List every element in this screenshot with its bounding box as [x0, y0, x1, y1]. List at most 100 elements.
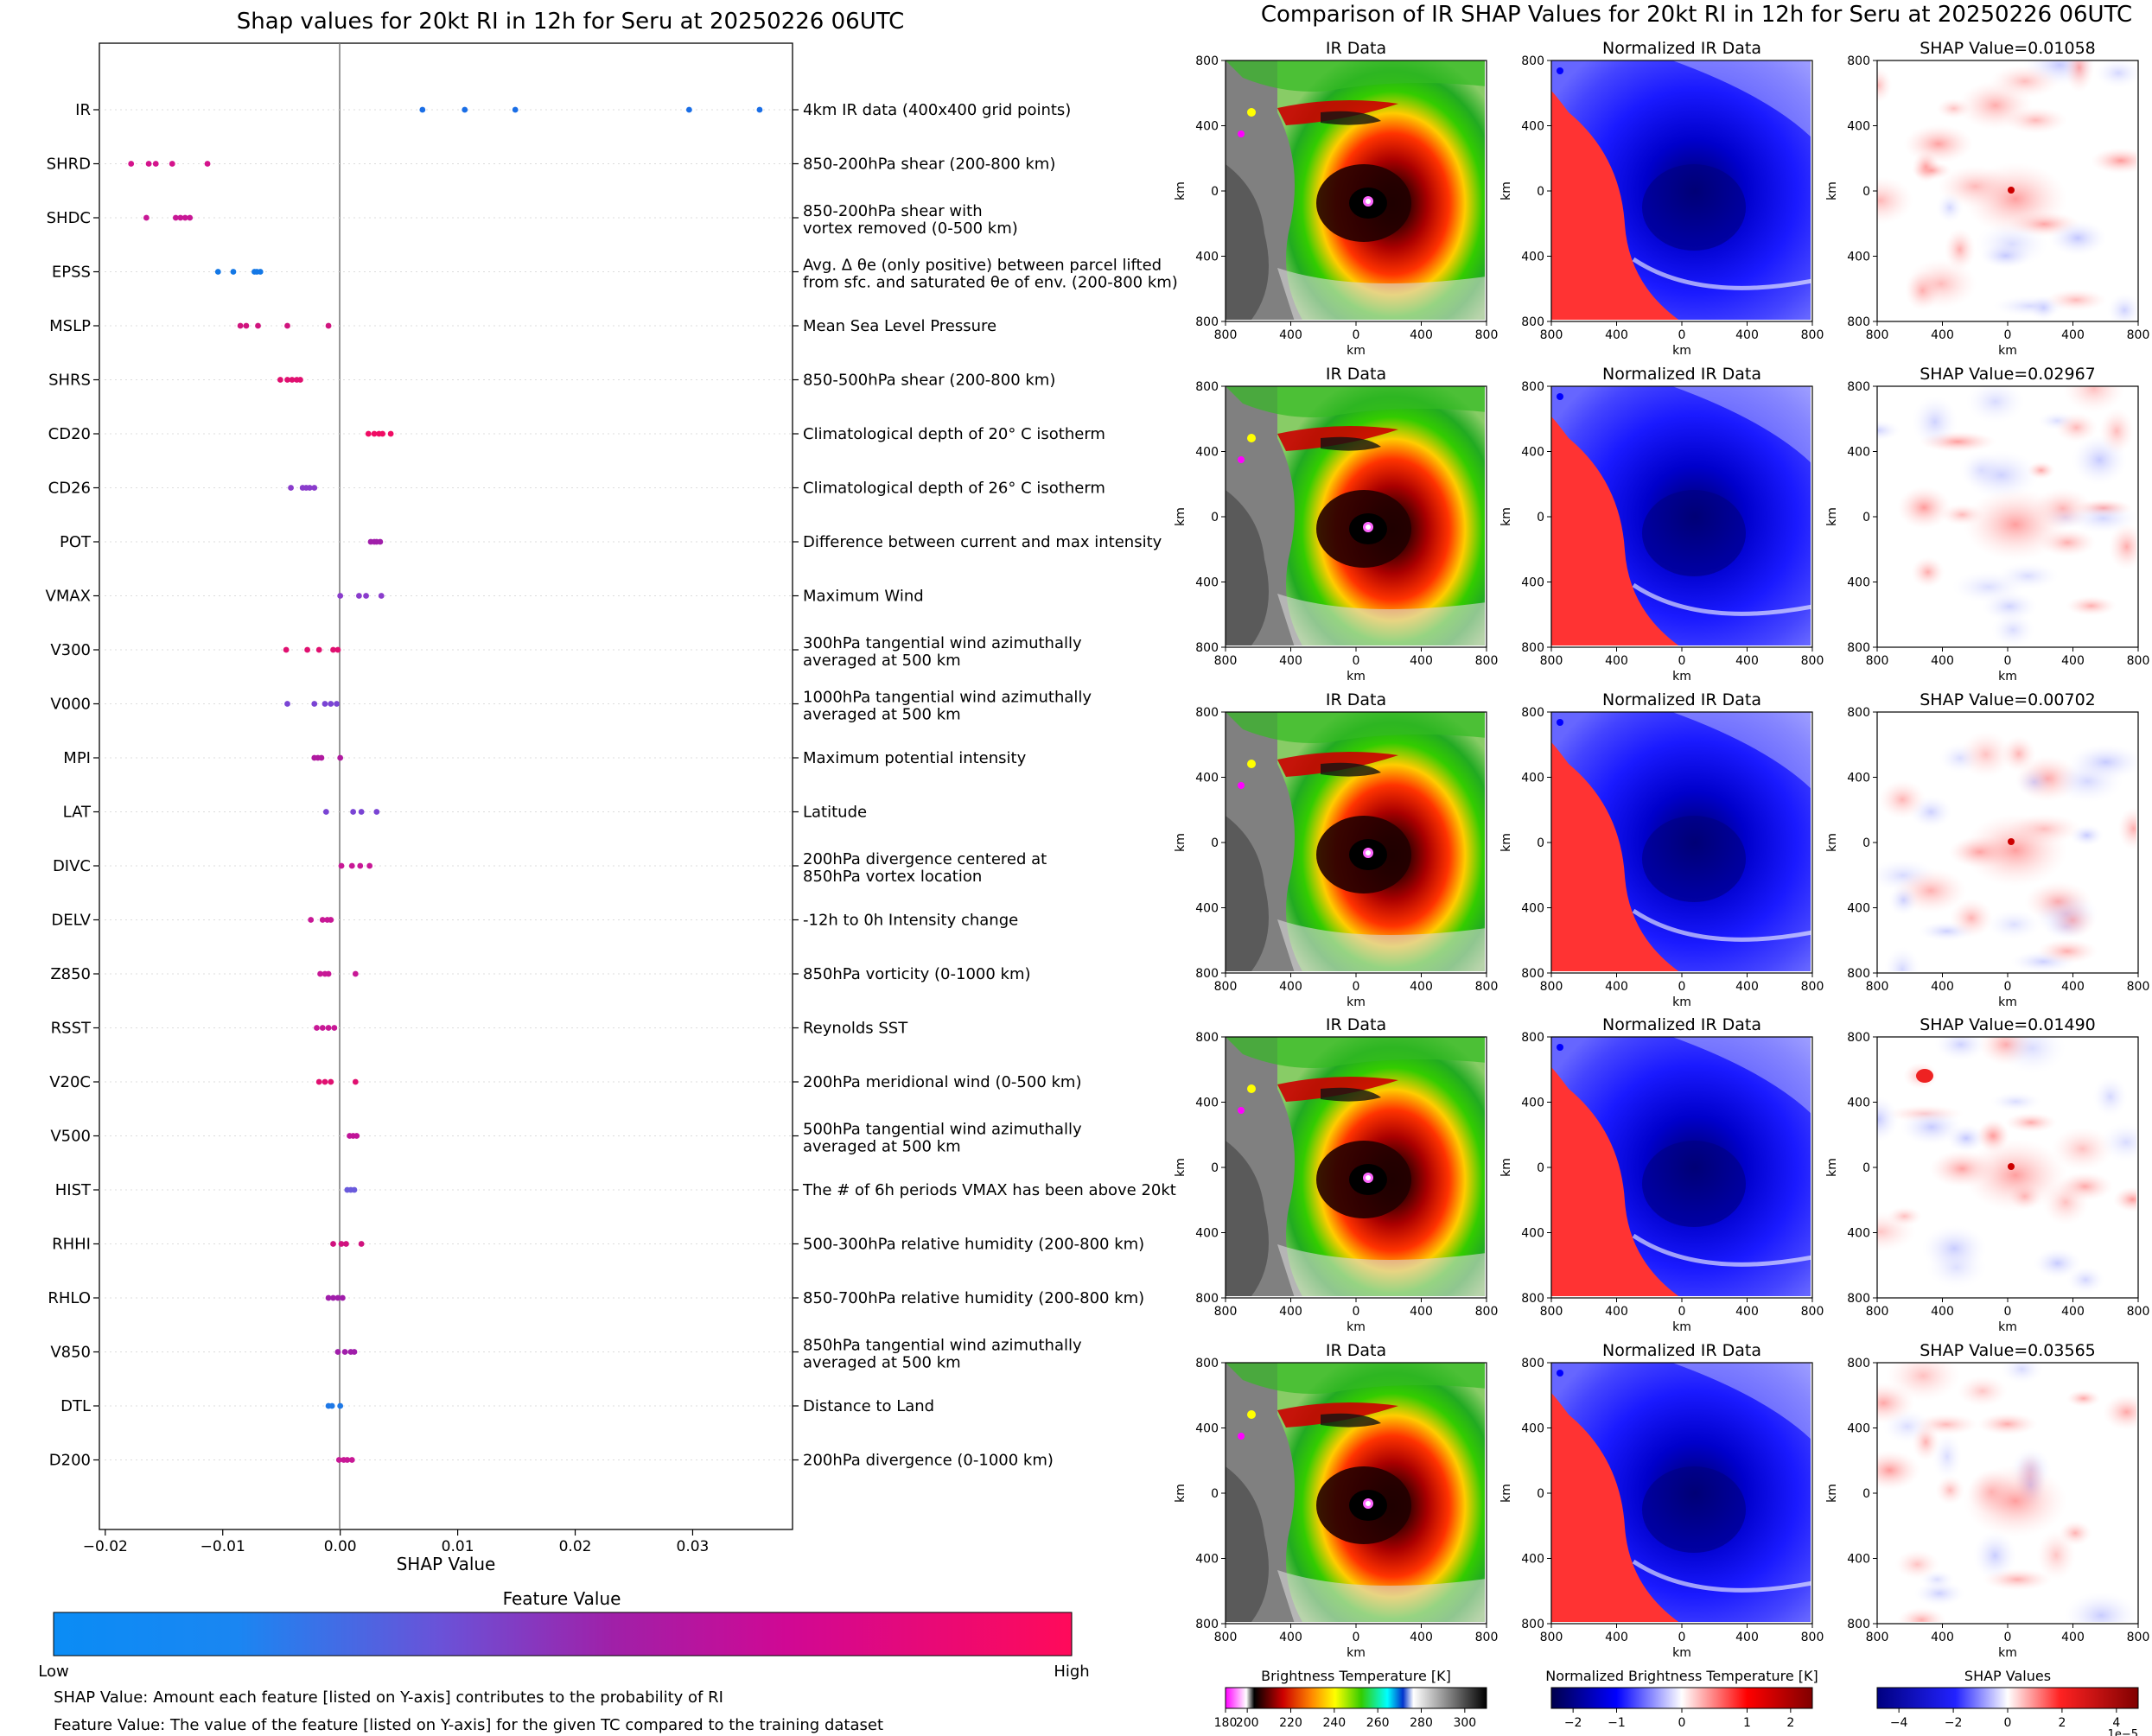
y-tick-label: 400 [1195, 772, 1219, 785]
shap-point [337, 754, 344, 761]
y-tick-label: 800 [1847, 706, 1870, 720]
x-tick-label: 800 [1475, 1305, 1499, 1319]
colorbar-tick-label: 280 [1410, 1716, 1433, 1730]
shap-point [311, 701, 318, 707]
x-tick-label: 0 [2004, 654, 2012, 668]
panel-title: Normalized IR Data [1602, 365, 1761, 384]
x-tick-label: 400 [2061, 980, 2085, 994]
colorbar-tick-label: 240 [1322, 1716, 1346, 1730]
x-axis-label: km [1672, 670, 1691, 684]
x-axis-label: km [1998, 1320, 2017, 1334]
y-tick-label: 400 [1521, 772, 1544, 785]
x-tick-label: 800 [2127, 1305, 2150, 1319]
y-tick-label: 0 [1537, 185, 1544, 199]
x-tick-label: 400 [1605, 654, 1628, 668]
shap-point [257, 269, 264, 275]
shap-point [330, 646, 336, 653]
shap-point [322, 701, 328, 707]
y-axis-label: km [1499, 1484, 1513, 1503]
feature-description: Mean Sea Level Pressure [803, 317, 996, 335]
x-tick-label: 400 [2061, 1631, 2085, 1644]
y-axis-label: km [1174, 833, 1187, 852]
shap-point [379, 430, 385, 437]
feature-description: Reynolds SST [803, 1020, 908, 1038]
shap-point [512, 106, 519, 113]
shap-point [128, 161, 135, 167]
y-tick-label: 400 [1521, 1422, 1544, 1436]
y-tick-label: 0 [1537, 836, 1544, 850]
shap-point [337, 593, 344, 599]
panel-title: SHAP Value=0.01058 [1920, 39, 2096, 58]
y-tick-label: 400 [1521, 576, 1544, 590]
shap-point [350, 809, 357, 815]
x-tick-label: 400 [1735, 1305, 1759, 1319]
x-tick-label: 400 [1735, 1631, 1759, 1644]
x-axis-label: km [1998, 1646, 2017, 1660]
x-tick-label: 400 [1605, 1305, 1628, 1319]
x-tick-label: 400 [2061, 654, 2085, 668]
x-tick-label: 400 [1279, 1631, 1302, 1644]
y-tick-label: 800 [1847, 1357, 1870, 1370]
panel-title: Normalized IR Data [1602, 39, 1761, 58]
x-tick-label: 800 [2127, 980, 2150, 994]
shap-point [365, 430, 372, 437]
feature-label: HIST [55, 1181, 92, 1199]
x-tick-label: 800 [1214, 1305, 1238, 1319]
y-tick-label: 800 [1521, 380, 1544, 394]
shap-map-panel: SHAP Value=0.007028008004004000040040080… [1825, 690, 2149, 1009]
shap-point [283, 646, 290, 653]
feature-label: POT [60, 533, 92, 551]
shap-point [358, 1241, 365, 1247]
shap-point [334, 701, 340, 707]
panel-title: IR Data [1326, 1341, 1386, 1360]
shap-point [289, 377, 296, 383]
feature-description: Climatological depth of 20° C isotherm [803, 425, 1105, 443]
shap-point [378, 593, 385, 599]
colorbar-offset: 1e−5 [2108, 1728, 2138, 1736]
x-axis-label: km [1998, 344, 2017, 358]
y-tick-label: 400 [1847, 1227, 1870, 1241]
shap-point [319, 1025, 326, 1031]
feature-label: SHDC [47, 209, 91, 227]
x-tick-label: 800 [1475, 654, 1499, 668]
y-tick-label: 400 [1521, 902, 1544, 916]
y-tick-label: 0 [1211, 836, 1219, 850]
y-axis-label: km [1825, 1484, 1839, 1503]
y-axis-label: km [1174, 507, 1187, 526]
y-tick-label: 800 [1195, 315, 1219, 329]
x-tick-label: 800 [2127, 1631, 2150, 1644]
y-tick-label: 800 [1195, 1292, 1219, 1306]
panel-title: IR Data [1326, 690, 1386, 709]
y-tick-label: 800 [1521, 54, 1544, 68]
shap-point [756, 106, 763, 113]
feature-label: D200 [49, 1452, 91, 1470]
y-tick-label: 800 [1847, 1292, 1870, 1306]
x-axis-label: km [1998, 995, 2017, 1009]
feature-label: V300 [50, 641, 91, 659]
note-feature-value: Feature Value: The value of the feature … [54, 1716, 883, 1734]
feature-label: Z850 [50, 965, 91, 983]
shap-point [387, 430, 394, 437]
feature-label: CD20 [48, 425, 91, 443]
shap-point [328, 1078, 334, 1085]
y-tick-label: 800 [1847, 1618, 1870, 1631]
shap-point [419, 106, 426, 113]
x-tick-label: 800 [2127, 328, 2150, 342]
x-tick-label: 800 [1801, 1631, 1824, 1644]
y-tick-label: 800 [1521, 1031, 1544, 1045]
shap-beeswarm-chart: Shap values for 20kt RI in 12h for Seru … [38, 9, 1178, 1734]
shap-point [297, 377, 303, 383]
x-tick-label: 400 [1410, 980, 1433, 994]
x-axis-label: km [1347, 670, 1366, 684]
y-tick-label: 800 [1195, 967, 1219, 981]
feature-description: The # of 6h periods VMAX has been above … [802, 1181, 1176, 1199]
colorbar-tick-label: −2 [1945, 1716, 1963, 1730]
colorbar-tick-label: 180 [1214, 1716, 1238, 1730]
y-tick-label: 0 [1862, 836, 1870, 850]
feature-value-colorbar [53, 1612, 1073, 1657]
x-tick-label: 0 [1678, 1631, 1686, 1644]
y-tick-label: 800 [1847, 641, 1870, 655]
y-tick-label: 0 [1862, 1161, 1870, 1175]
shap-point [351, 1349, 358, 1355]
